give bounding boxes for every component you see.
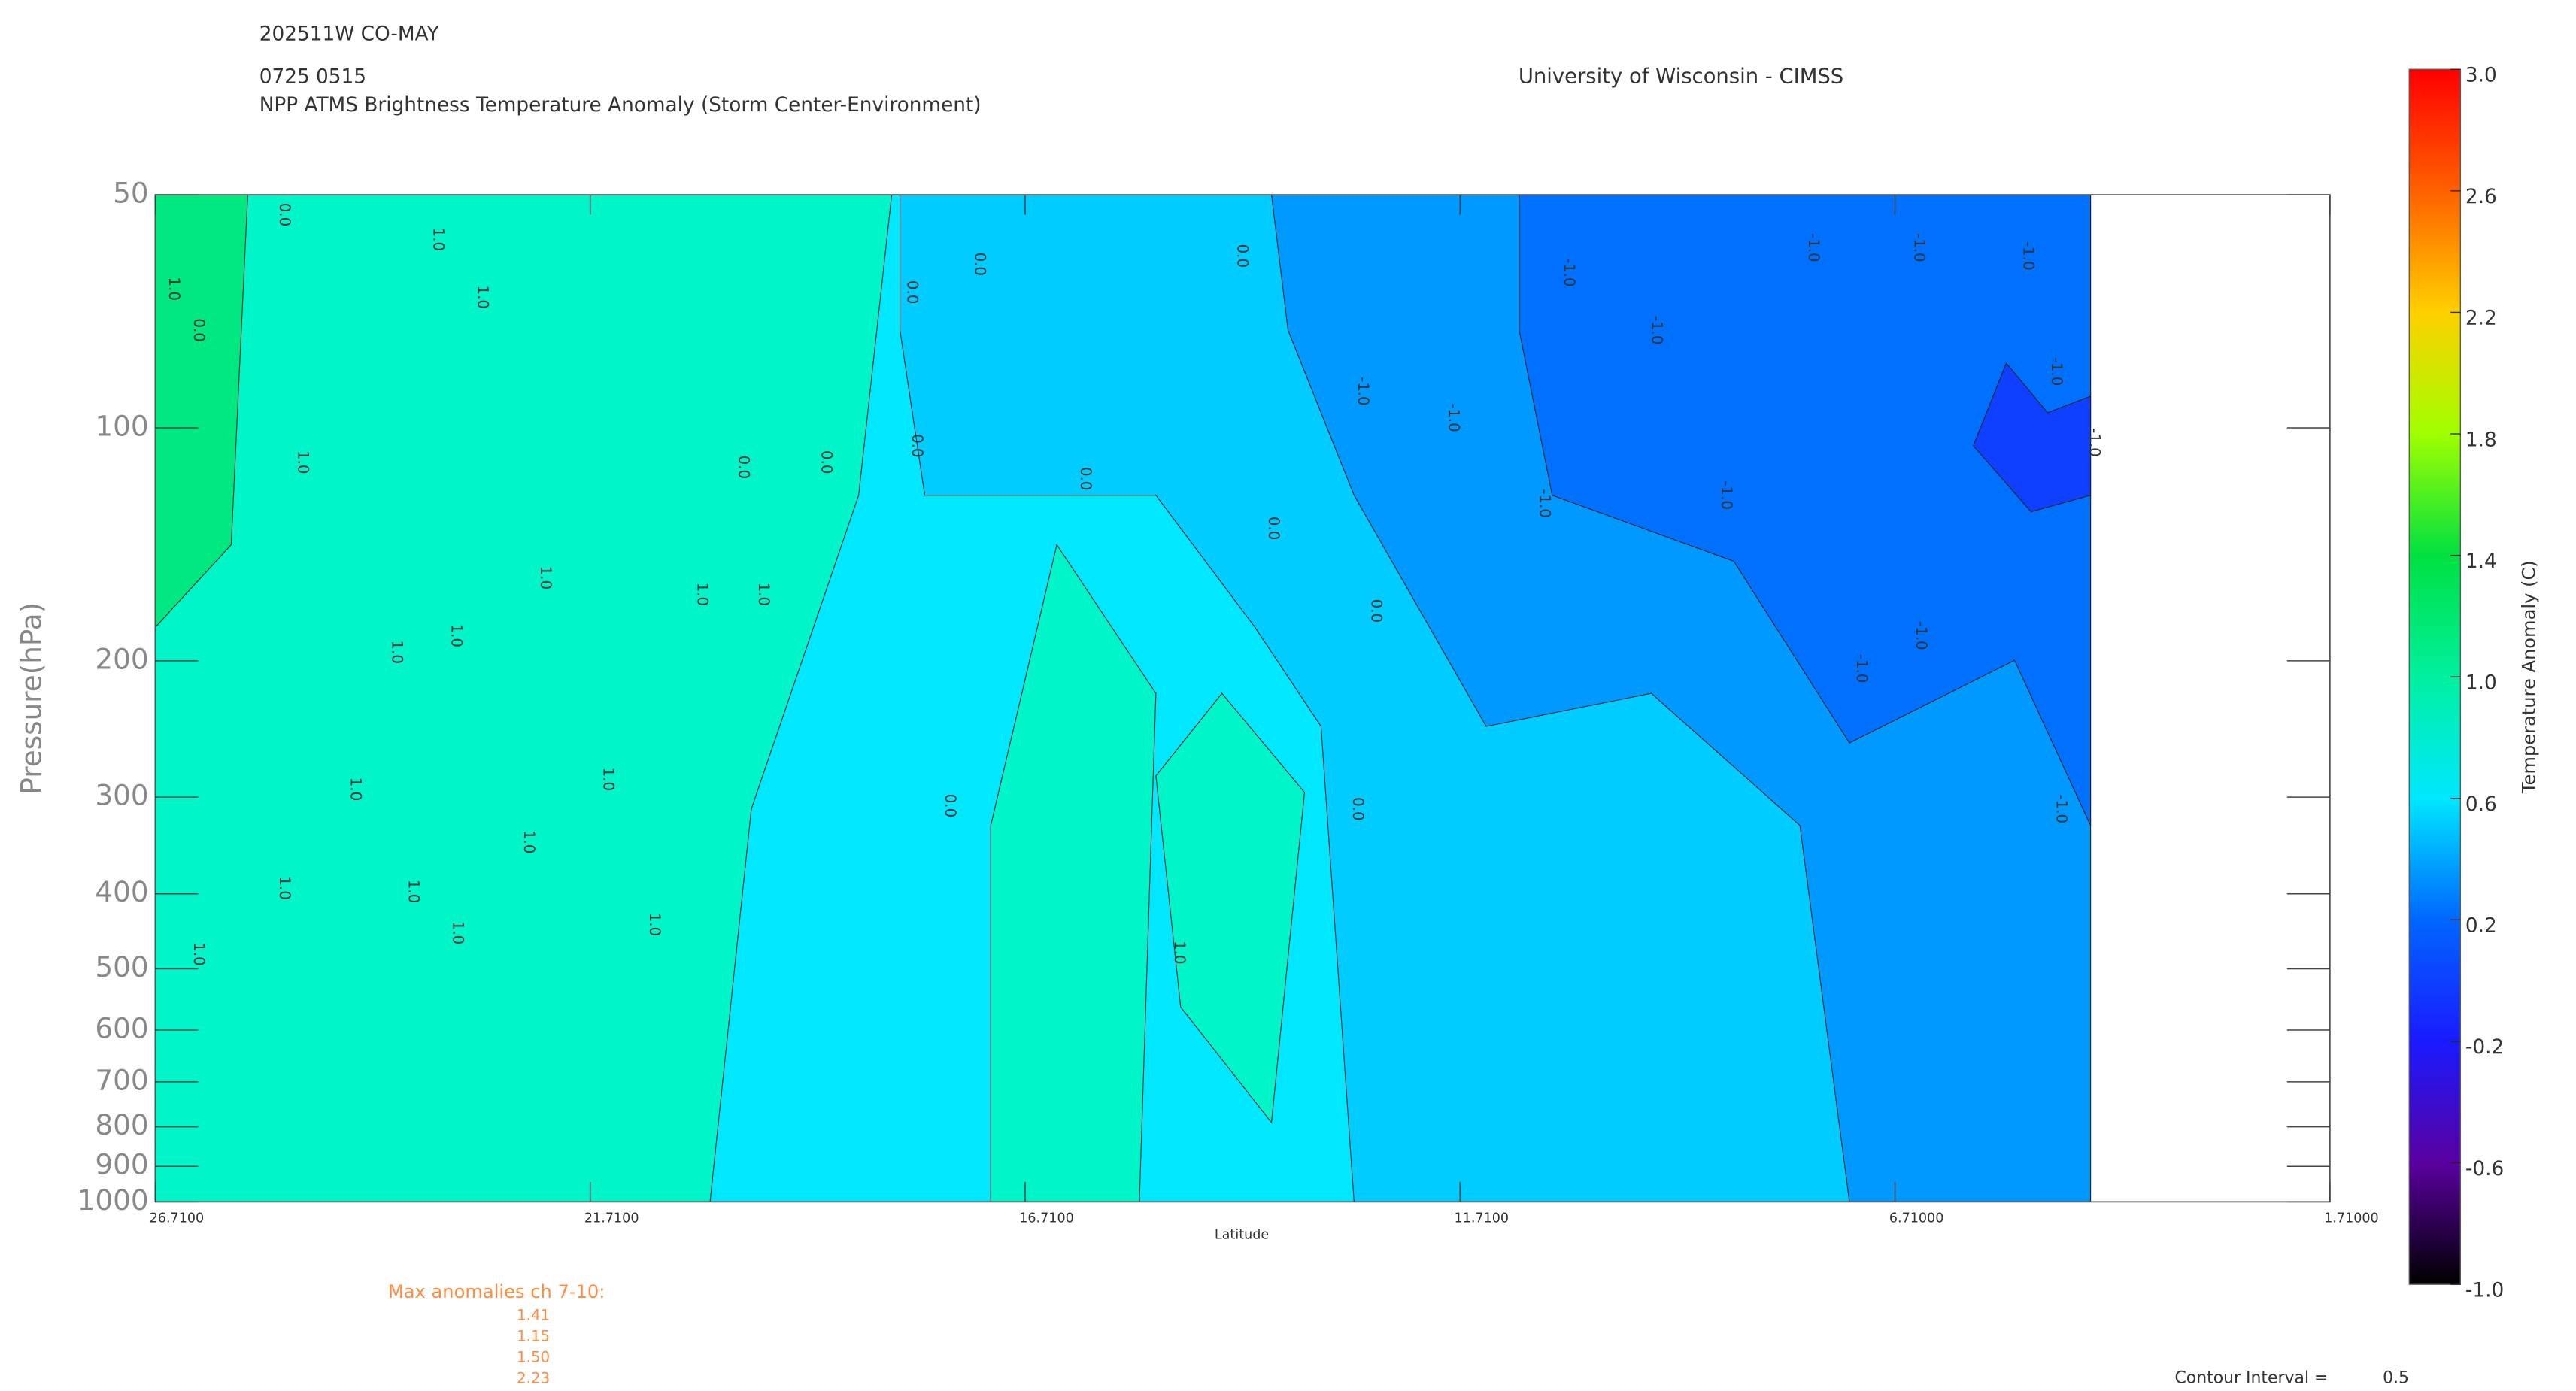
contour-label: -1.0 [1561, 258, 1578, 287]
contour-label: 0.0 [1367, 599, 1385, 623]
x-tick-label: 26.7100 [150, 1211, 205, 1226]
x-tick-label: 11.7100 [1455, 1211, 1509, 1226]
contour-label: 0.0 [971, 253, 988, 276]
contour-label: 0.0 [1349, 797, 1367, 820]
x-tick-label: 1.71000 [2324, 1211, 2379, 1226]
y-tick-label: 600 [95, 1011, 148, 1044]
max-anomaly: 1.15 [517, 1327, 550, 1344]
contour-label: 1.0 [1171, 941, 1188, 964]
contour-interval: 0.5 [2383, 1368, 2409, 1387]
header-line: 202511W CO-MAY [259, 23, 440, 46]
colorbar-tick-label: -0.6 [2465, 1158, 2504, 1180]
credit: University of Wisconsin - CIMSS [1519, 65, 1843, 89]
contour-label: -1.0 [1853, 654, 1871, 683]
colorbar-tick-label: 1.0 [2465, 671, 2497, 694]
contour-label: 0.0 [903, 280, 921, 304]
max-anomaly: 1.41 [517, 1306, 550, 1323]
contour-label: -1.0 [2053, 795, 2071, 824]
contour-label: 1.0 [347, 777, 365, 801]
colorbar-tick-label: 0.2 [2465, 915, 2497, 938]
y-tick-label: 200 [95, 642, 148, 675]
contour-label: 0.0 [909, 434, 926, 457]
contour-label: 0.0 [735, 456, 752, 479]
contour-region [990, 544, 1157, 1202]
chart-title: NPP ATMS Brightness Temperature Anomaly … [259, 94, 982, 117]
contour-label: 1.0 [520, 830, 538, 853]
contour-label: -1.0 [1805, 233, 1822, 262]
header-line: 0725 0515 [259, 66, 366, 89]
contour-field [154, 194, 2092, 1202]
contour-label: -1.0 [2020, 241, 2037, 271]
contour-label: -1.0 [1649, 316, 1666, 345]
plot-frame [154, 194, 2331, 1203]
x-tick-label: 16.7100 [1019, 1211, 1074, 1226]
x-axis-label: Latitude [1215, 1227, 1269, 1242]
y-tick-label: 300 [95, 779, 148, 812]
contour-label: 1.0 [448, 624, 465, 647]
contour-label: 0.0 [276, 203, 293, 226]
y-tick-label: 1000 [77, 1183, 149, 1217]
max-anomaly: 1.50 [517, 1349, 550, 1366]
contour-label: 1.0 [755, 583, 772, 606]
contour-label: -1.0 [1536, 489, 1553, 518]
contour-label: 1.0 [694, 583, 712, 606]
colorbar-tick-label: 2.2 [2465, 308, 2497, 330]
contour-label: 1.0 [450, 921, 467, 944]
contour-region [1155, 692, 1306, 1124]
colorbar-tick-label: 0.6 [2465, 793, 2497, 816]
contour-label: 1.0 [405, 880, 422, 903]
contour-label: 0.0 [942, 794, 959, 817]
contour-label: 1.0 [388, 641, 405, 664]
colorbar-tick-label: 2.6 [2465, 186, 2497, 208]
contour-label: -1.0 [1718, 480, 1735, 510]
max-anomaly: 2.23 [517, 1370, 550, 1387]
colorbar-tick-label: 1.8 [2465, 429, 2497, 451]
contour-label: 1.0 [429, 228, 447, 251]
contour-label: -1.0 [1911, 233, 1928, 262]
y-tick-label: 50 [113, 177, 148, 210]
colorbar-label: Temperature Anomaly (C) [2519, 560, 2540, 794]
contour-label: -1.0 [1446, 403, 1463, 432]
contour-label: -1.0 [1913, 621, 1930, 650]
contour-label: 1.0 [276, 877, 293, 900]
contour-interval-label: Contour Interval = [2174, 1368, 2328, 1387]
contour-label: 1.0 [537, 566, 554, 589]
contour-label: 1.0 [599, 768, 617, 791]
contour-label: 0.0 [1265, 517, 1282, 540]
y-tick-label: 400 [95, 875, 148, 908]
colorbar-tick-label: -1.0 [2465, 1279, 2504, 1302]
x-tick-label: 21.7100 [584, 1211, 639, 1226]
contour-label: 0.0 [1234, 244, 1252, 268]
contour-label: 0.0 [1077, 467, 1094, 490]
contour-label: 1.0 [165, 277, 183, 301]
contour-label: 1.0 [190, 942, 208, 965]
contour-label: -1.0 [2086, 428, 2103, 457]
contour-region [1973, 362, 2092, 513]
colorbar-tick-label: -0.2 [2465, 1036, 2504, 1059]
contour-label: 1.0 [294, 450, 311, 474]
contour-label: -1.0 [1355, 377, 1372, 406]
contour-label: 1.0 [646, 913, 663, 936]
y-tick-label: 100 [95, 409, 148, 442]
x-tick-label: 6.71000 [1889, 1211, 1944, 1226]
colorbar-tick-label: 3.0 [2465, 65, 2497, 87]
contour-label: 0.0 [190, 318, 208, 341]
contour-label: -1.0 [2048, 357, 2065, 386]
y-tick-label: 500 [95, 950, 148, 983]
y-tick-label: 700 [95, 1063, 148, 1096]
contour-label: 0.0 [818, 450, 835, 474]
y-axis-label: Pressure(hPa) [14, 602, 47, 795]
y-tick-label: 800 [95, 1108, 148, 1141]
colorbar-tick-label: 1.4 [2465, 550, 2497, 573]
max-anomalies-title: Max anomalies ch 7-10: [388, 1281, 605, 1302]
contour-label: 1.0 [475, 286, 492, 309]
y-tick-label: 900 [95, 1148, 148, 1181]
contour-labels: 1.0 0.0 0.0 1.0 1.0 1.0 1.0 1.0 1.0 1.0 1.0 1.0 1.0 1… [165, 203, 2103, 966]
